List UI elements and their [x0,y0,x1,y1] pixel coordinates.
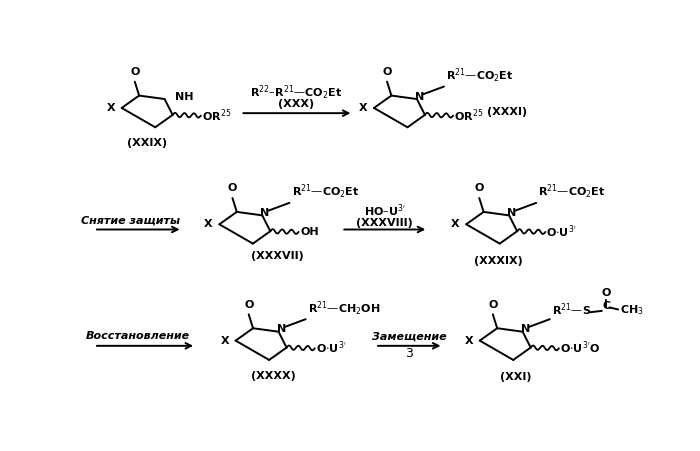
Text: OH: OH [300,227,318,237]
Text: O: O [228,184,237,193]
Text: R$^{21}$—CO$_2$Et: R$^{21}$—CO$_2$Et [538,183,606,202]
Text: O: O [601,288,611,298]
Text: R$^{21}$—CH$_2$OH: R$^{21}$—CH$_2$OH [308,299,380,318]
Text: N: N [276,324,286,334]
Text: HO–U$^{3'}$: HO–U$^{3'}$ [364,203,406,219]
Text: (XXI): (XXI) [500,372,532,382]
Text: OR$^{25}$: OR$^{25}$ [454,107,484,124]
Text: X: X [204,219,213,229]
Text: Восстановление: Восстановление [85,331,190,341]
Text: O: O [488,300,498,310]
Text: X: X [106,103,116,113]
Text: O: O [382,67,392,77]
Text: CH$_3$: CH$_3$ [620,303,644,317]
Text: X: X [451,219,460,229]
Text: N: N [260,208,270,218]
Text: O$\cdot$U$^{3'}$: O$\cdot$U$^{3'}$ [547,224,577,240]
Text: $3$: $3$ [405,347,414,360]
Text: OR$^{25}$: OR$^{25}$ [202,107,232,124]
Text: (XXIX): (XXIX) [127,138,167,147]
Text: R$^{21}$—CO$_2$Et: R$^{21}$—CO$_2$Et [446,67,514,85]
Text: Снятие защиты: Снятие защиты [81,215,181,225]
Text: X: X [220,336,229,345]
Text: R$^{21}$—S: R$^{21}$—S [552,301,591,318]
Text: O: O [130,67,139,77]
Text: O: O [475,184,484,193]
Text: (XXXIX): (XXXIX) [474,256,522,266]
Text: N: N [521,324,530,334]
Text: (XXXX): (XXXX) [251,371,295,381]
Text: R$^{22}$–R$^{21}$—CO$_2$Et: R$^{22}$–R$^{21}$—CO$_2$Et [251,83,342,101]
Text: N: N [415,92,424,101]
Text: O$\cdot$U$^{3'}$: O$\cdot$U$^{3'}$ [316,340,346,356]
Text: O: O [244,300,253,310]
Text: (XXXVII): (XXXVII) [251,251,304,261]
Text: O$\cdot$U$^{3'}$O: O$\cdot$U$^{3'}$O [560,340,600,356]
Text: (XXXI): (XXXI) [486,107,527,117]
Text: C: C [603,300,610,311]
Text: NH: NH [176,92,194,102]
Text: X: X [359,103,368,113]
Text: (XXXVIII): (XXXVIII) [356,217,413,228]
Text: (XXX): (XXX) [279,99,314,109]
Text: N: N [508,208,517,218]
Text: Замещение: Замещение [372,331,447,341]
Text: X: X [465,336,473,345]
Text: R$^{21}$—CO$_2$Et: R$^{21}$—CO$_2$Et [291,183,359,202]
